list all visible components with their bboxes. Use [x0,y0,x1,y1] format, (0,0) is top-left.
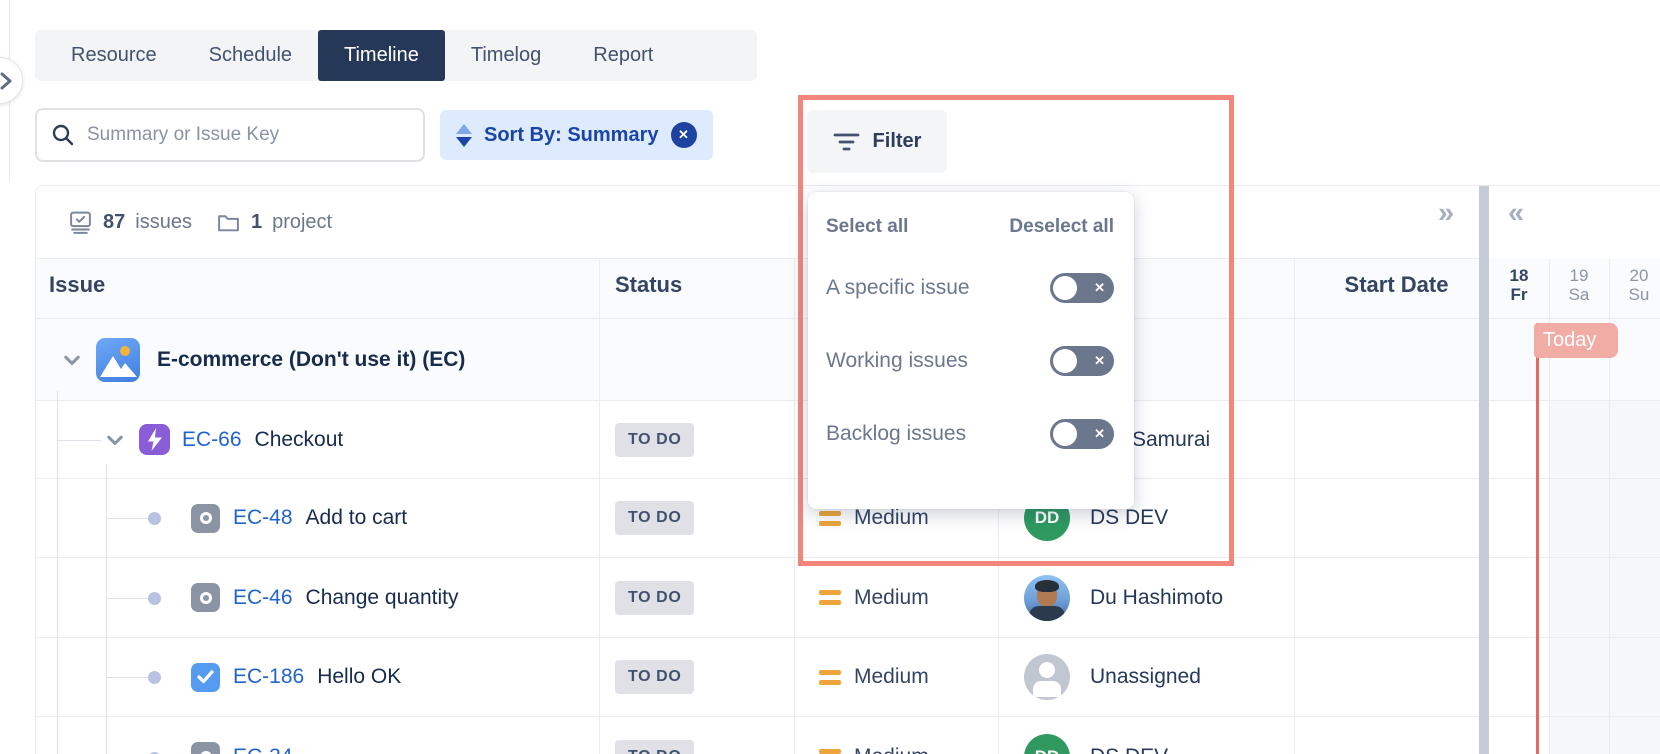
status-badge: TO DO [615,660,695,694]
chevron-right-icon [0,72,12,89]
issue-type-subtask-icon [191,583,220,612]
tab-resource[interactable]: Resource [71,44,157,66]
filter-icon [833,133,859,150]
assignee-cell: Du Hashimoto [1024,574,1224,621]
scroll-right-icon[interactable]: » [1438,197,1455,229]
status-badge: TO DO [615,739,695,754]
project-avatar [96,337,140,382]
sort-chip[interactable]: Sort By: Summary ✕ [440,110,713,160]
filter-button[interactable]: Filter [807,110,947,173]
priority-medium-icon [819,510,841,526]
issue-type-task-icon [191,662,220,692]
filter-option-label: A specific issue [826,276,970,299]
priority-cell: Medium [819,745,929,754]
today-marker-line [1536,323,1539,754]
issue-key[interactable]: EC-48 [233,506,293,529]
priority-medium-icon [819,590,841,605]
tab-timelog[interactable]: Timelog [470,44,542,66]
projects-count-label: project [272,210,333,233]
assignee-name: Unassigned [1090,665,1201,688]
tab-report[interactable]: Report [593,44,654,66]
priority-medium-icon [819,669,841,685]
search-box [35,108,425,162]
priority-medium-icon [819,749,841,754]
select-all-link[interactable]: Select all [826,216,909,237]
filter-button-label: Filter [872,130,922,152]
column-header-start-date: Start Date [1344,272,1449,297]
issue-type-subtask-icon [191,742,220,754]
collapse-chevron-icon[interactable] [61,349,83,371]
filter-dropdown: Select all Deselect all A specific issue… [808,192,1134,509]
issue-key[interactable]: EC-46 [233,585,293,609]
project-folder-icon [218,214,239,231]
day-header-18: 18 Fr [1509,266,1529,305]
panel-splitter[interactable] [1479,186,1489,754]
issue-summary: Add to cart [305,506,408,529]
sort-chip-clear-button[interactable]: ✕ [670,122,697,148]
toggle-a-specific-issue[interactable]: ✕ [1050,273,1114,303]
collapse-chevron-icon[interactable] [104,429,126,451]
toggle-working-issues[interactable]: ✕ [1050,346,1114,376]
issue-row-partial[interactable]: EC-34 TO DO Medium DD DS DEV [36,716,1660,754]
day-header-20: 20 Su [1628,266,1650,305]
search-icon [52,124,74,146]
column-header-issue: Issue [49,272,106,297]
status-badge: TO DO [615,580,695,615]
avatar-photo [1024,574,1070,621]
assignee-name: Samurai [1132,427,1211,451]
avatar: DD [1024,733,1070,754]
issue-key[interactable]: EC-186 [233,665,305,688]
issue-key[interactable]: EC-66 [182,427,242,451]
sort-chip-label: Sort By: Summary [484,123,659,146]
filter-option-label: Backlog issues [826,422,967,445]
day-header-19: 19 Sa [1568,266,1590,305]
sort-icon [456,123,472,147]
counters-bar: 87 issues 1 project [36,186,1479,259]
issue-type-bolt-icon [139,424,170,455]
issue-summary: Change quantity [305,585,459,609]
search-input[interactable] [87,124,387,146]
tab-schedule[interactable]: Schedule [208,44,293,66]
avatar-unassigned [1024,654,1070,700]
priority-cell: Medium [819,665,929,689]
priority-cell: Medium [819,506,929,530]
filter-option-label: Working issues [826,349,968,372]
priority-cell: Medium [819,586,929,610]
status-badge: TO DO [615,422,695,457]
column-header-status: Status [615,272,683,297]
assignee-name: DS DEV [1090,506,1169,529]
project-title: E-commerce (Don't use it) (EC) [157,347,466,371]
expand-sidebar-button[interactable] [0,57,23,104]
deselect-all-link[interactable]: Deselect all [1009,216,1114,237]
tab-timeline[interactable]: Timeline [318,30,445,81]
issue-row-ec-46[interactable]: EC-46 Change quantity TO DO Medium Du Ha… [36,557,1660,638]
assignee-cell: Unassigned [1024,654,1201,700]
scroll-left-icon[interactable]: « [1508,197,1525,229]
issue-summary: Checkout [254,427,344,451]
issue-row-ec-48[interactable]: EC-48 Add to cart TO DO Medium DD DS DEV [36,440,1660,558]
view-tabbar: Resource Schedule Timeline Timelog Repor… [35,30,757,81]
issue-row-ec-186[interactable]: EC-186 Hello OK TO DO Medium Unassigned [36,637,1660,717]
issues-count-label: issues [135,210,192,233]
issue-key[interactable]: EC-34 [233,745,293,754]
issue-summary: Hello OK [317,665,402,688]
today-badge: Today [1534,323,1618,358]
projects-count: 1 [250,210,263,233]
assignee-name: DS DEV [1090,745,1168,754]
issues-count: 87 [103,210,126,233]
toggle-backlog-issues[interactable]: ✕ [1050,419,1114,449]
issue-type-subtask-icon [191,503,220,533]
assignee-cell: DD DS DEV [1024,733,1168,754]
assignee-name: Du Hashimoto [1090,585,1224,609]
issues-icon [70,211,91,234]
status-badge: TO DO [615,501,695,535]
